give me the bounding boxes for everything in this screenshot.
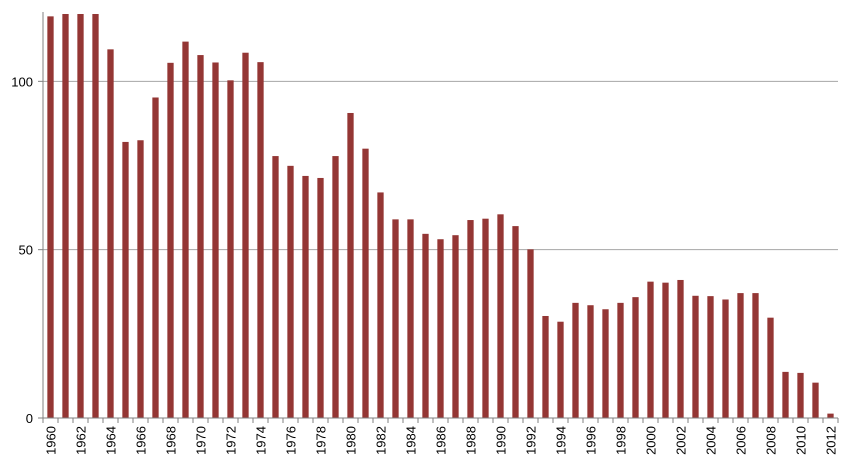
bar-2005 bbox=[722, 299, 729, 418]
bar-2012 bbox=[827, 413, 834, 418]
y-tick-label: 100 bbox=[11, 74, 33, 89]
bar-1977 bbox=[302, 175, 309, 418]
bar-1982 bbox=[377, 192, 384, 418]
bar-1996 bbox=[587, 305, 594, 418]
bar-1984 bbox=[407, 219, 414, 418]
x-tick-label: 1990 bbox=[494, 426, 509, 455]
bar-1995 bbox=[572, 302, 579, 418]
x-tick-label: 2002 bbox=[674, 426, 689, 455]
bar-2008 bbox=[767, 317, 774, 418]
x-tick-labels: 1960 1962 1964 1966 1968 1970 1972 1974 1976 1978… bbox=[44, 426, 839, 455]
x-tick-label: 1968 bbox=[164, 426, 179, 455]
bar-1981 bbox=[362, 148, 369, 419]
x-tick-label: 1998 bbox=[614, 426, 629, 455]
x-tick-label: 2004 bbox=[704, 426, 719, 455]
bar-1965 bbox=[122, 141, 129, 418]
bar-1969 bbox=[182, 41, 189, 419]
bar-2010 bbox=[797, 372, 804, 418]
bars bbox=[47, 14, 834, 419]
x-tick-label: 1976 bbox=[284, 426, 299, 455]
x-tick-label: 1966 bbox=[134, 426, 149, 455]
bar-1991 bbox=[512, 226, 519, 418]
x-tick-label: 1972 bbox=[224, 426, 239, 455]
x-tick-label: 1962 bbox=[74, 426, 89, 455]
bar-1980 bbox=[347, 112, 354, 418]
bar-1988 bbox=[467, 220, 474, 418]
x-tick-label: 1984 bbox=[404, 426, 419, 455]
bar-2003 bbox=[692, 295, 699, 418]
x-tick-label: 1988 bbox=[464, 426, 479, 455]
bar-1990 bbox=[497, 214, 504, 418]
bar-1966 bbox=[137, 140, 144, 418]
bar-1978 bbox=[317, 177, 324, 418]
bar-1976 bbox=[287, 165, 294, 418]
bar-2002 bbox=[677, 279, 684, 418]
bar-1964 bbox=[107, 49, 114, 418]
bar-1999 bbox=[632, 297, 639, 418]
x-tick-label: 1996 bbox=[584, 426, 599, 455]
bar-2000 bbox=[647, 281, 654, 418]
bar-2007 bbox=[752, 293, 759, 418]
x-tick-label: 2012 bbox=[824, 426, 839, 455]
bar-1985 bbox=[422, 233, 429, 418]
bar-1987 bbox=[452, 235, 459, 418]
x-tick-label: 1964 bbox=[104, 426, 119, 455]
bar-2001 bbox=[662, 282, 669, 418]
gridlines bbox=[43, 80, 838, 251]
x-tick-label: 1960 bbox=[44, 426, 59, 455]
x-tick-label: 2006 bbox=[734, 426, 749, 455]
y-tick-label: 0 bbox=[26, 411, 33, 426]
x-tick-label: 1980 bbox=[344, 426, 359, 455]
bar-1993 bbox=[542, 315, 549, 418]
bar-2011 bbox=[812, 382, 819, 418]
x-tick-label: 1970 bbox=[194, 426, 209, 455]
bar-2009 bbox=[782, 371, 789, 418]
x-tick-label: 1978 bbox=[314, 426, 329, 455]
y-tick-labels: 0 50 100 bbox=[11, 74, 33, 426]
x-tick-label: 1982 bbox=[374, 426, 389, 455]
x-tick-label: 2000 bbox=[644, 426, 659, 455]
bar-1971 bbox=[212, 62, 219, 418]
x-tick-label: 1986 bbox=[434, 426, 449, 455]
x-tick-label: 1994 bbox=[554, 426, 569, 455]
bar-1994 bbox=[557, 321, 564, 418]
x-tick-label: 2010 bbox=[794, 426, 809, 455]
y-tick-label: 50 bbox=[19, 243, 33, 258]
bar-1972 bbox=[227, 80, 234, 418]
bar-1968 bbox=[167, 62, 174, 418]
bar-1989 bbox=[482, 218, 489, 418]
bar-1967 bbox=[152, 97, 159, 419]
x-tick-label: 1992 bbox=[524, 426, 539, 455]
bar-1961 bbox=[62, 14, 69, 418]
bar-1963 bbox=[92, 14, 99, 418]
bar-1998 bbox=[617, 302, 624, 418]
bar-1997 bbox=[602, 309, 609, 418]
bar-1973 bbox=[242, 52, 249, 418]
axes bbox=[38, 12, 839, 423]
bar-1970 bbox=[197, 55, 204, 418]
x-tick-label: 1974 bbox=[254, 426, 269, 455]
bar-1962 bbox=[77, 14, 84, 418]
bar-1975 bbox=[272, 156, 279, 418]
x-tick-label: 2008 bbox=[764, 426, 779, 455]
bar-1983 bbox=[392, 219, 399, 418]
bar-2006 bbox=[737, 293, 744, 418]
bar-1979 bbox=[332, 156, 339, 418]
bar-1960 bbox=[47, 16, 54, 419]
bar-1992 bbox=[527, 249, 534, 418]
bar-2004 bbox=[707, 296, 714, 418]
bar-1986 bbox=[437, 239, 444, 418]
bar-1974 bbox=[257, 62, 264, 418]
